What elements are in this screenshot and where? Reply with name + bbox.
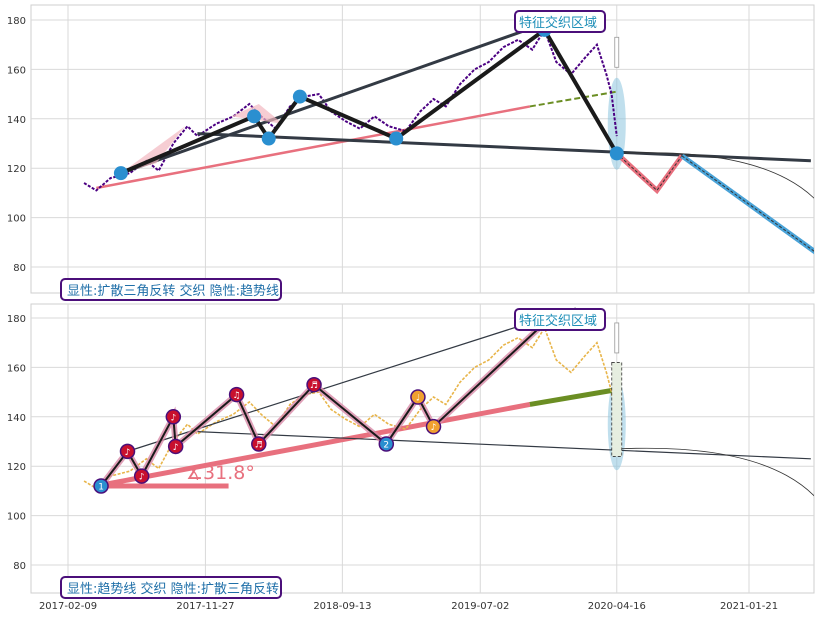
lower-line [197,431,811,460]
pointer-marker [614,322,620,354]
top-annotation-text: 显性:扩散三角反转 交织 隐性:趋势线 [67,283,279,299]
trend-extension [529,90,617,108]
y-tick-label: 140 [7,413,26,424]
zigzag-point [261,131,276,146]
zigzag-point [378,436,395,452]
top-annotation-box: 显性:扩散三角反转 交织 隐性:趋势线 [60,278,282,301]
forecast-down-dash [681,155,814,252]
dashed-box [611,362,623,457]
zigzag-point [167,438,184,455]
price-series [83,326,618,490]
top-region-label-box: 特征交织区域 [514,10,606,33]
x-tick-label: 2021-01-21 [720,601,778,612]
zigzag-point-label: ♪ [173,443,179,453]
zigzag-point-label: 2 [383,440,389,450]
trend-line [96,105,531,190]
zigzag-point-label: ♩ [416,394,420,404]
zigzag-point-label: ♪ [431,423,437,433]
bottom-annotation-text: 显性:趋势线 交织 隐性:扩散三角反转 [67,581,279,597]
y-tick-label: 80 [13,263,26,274]
bottom-marks: 1♪♪♪♪♫♬♬2♩♪♪ [83,307,814,497]
trend-extension [529,387,618,407]
trend-line [95,401,531,489]
zigzag-point-label: ♪ [170,413,176,423]
zigzag-point [306,376,322,393]
zigzag-point [389,131,404,146]
bottom-plot-frame [30,303,815,594]
zigzag-point [410,389,426,405]
x-tick-label: 2017-02-09 [39,601,97,612]
zigzag-point-label: ♫ [233,391,241,401]
bottom-annotation-box: 显性:趋势线 交织 隐性:扩散三角反转 [60,576,282,599]
x-tick-label: 2019-07-02 [451,601,509,612]
y-tick-label: 140 [7,115,26,126]
zigzag-point-label: ♪ [125,448,131,458]
zigzag-point [228,386,245,403]
bottom-region-label: 特征交织区域 [519,313,597,329]
y-tick-label: 120 [7,462,26,473]
y-tick-label: 100 [7,512,26,523]
zigzag-point-label: ♪ [139,473,145,483]
zigzag-point [93,478,109,494]
zigzag-point-label: ♬ [255,440,263,450]
y-tick-label: 160 [7,363,26,374]
y-tick-label: 80 [13,561,26,572]
zigzag-point [247,109,262,124]
x-axis: 2017-02-09 2017-11-27 2018-09-13 2019-07-02… [39,601,778,612]
y-tick-label: 100 [7,214,26,225]
top-panel: 80 100 120 140 160 180 显性:扩散三角反转 交织 隐性:趋势线 特征… [7,4,815,301]
zigzag-point-label: ♬ [310,381,318,391]
forecast-arc [616,447,814,497]
y-tick-label: 180 [7,314,26,325]
pointer-marker [614,36,620,68]
zigzag-point [425,418,442,435]
forecast-zigzag [615,151,684,195]
zigzag-point [292,89,307,104]
x-tick-label: 2018-09-13 [313,601,371,612]
forecast-arc [616,152,814,199]
fill-segment [120,126,186,174]
y-tick-label: 120 [7,164,26,175]
y-tick-label: 160 [7,65,26,76]
upper-line [120,11,577,175]
zigzag-point [165,409,182,425]
x-tick-label: 2017-11-27 [176,601,234,612]
price-series [83,27,618,192]
zigzag-point [133,468,150,484]
top-region-label: 特征交织区域 [519,15,597,31]
top-plot-frame [30,4,815,294]
bottom-region-label-box: 特征交织区域 [514,308,606,331]
zigzag-point-label: 1 [98,482,104,492]
zigzag-point [251,436,267,452]
zigzag-point [609,146,624,161]
x-tick-label: 2020-04-16 [588,601,646,612]
zigzag-point [119,443,136,460]
y-tick-label: 180 [7,16,26,27]
zigzag-point [113,166,128,181]
top-y-ticks: 80 100 120 140 160 180 [7,16,26,274]
bottom-y-ticks: 80 100 120 140 160 180 [7,314,26,572]
angle-label: ∡31.8° [186,462,255,484]
